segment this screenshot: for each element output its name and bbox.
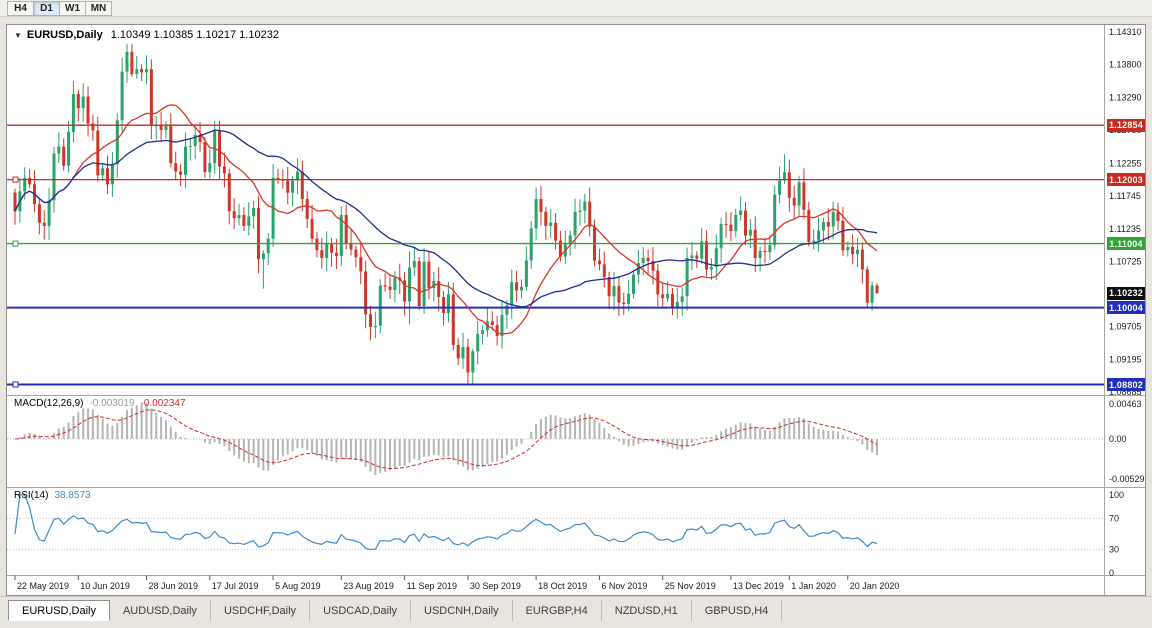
- timeframe-button-w1[interactable]: W1: [59, 0, 86, 16]
- chart-frame: 1.14310 1.13800 1.13290 1.12780 1.12255 1.117…: [6, 24, 1146, 596]
- chart-ohlc-values: 1.10349 1.10385 1.10217 1.10232: [110, 29, 279, 41]
- chart-tab-usdcnh-daily[interactable]: USDCNH,Daily: [411, 600, 513, 621]
- macd-name: MACD(12,26,9): [14, 398, 84, 409]
- svg-text:10 Jun 2019: 10 Jun 2019: [80, 581, 130, 591]
- chart-tab-audusd-daily[interactable]: AUDUSD,Daily: [110, 600, 211, 621]
- candles-layer: [13, 43, 879, 386]
- svg-text:28 Jun 2019: 28 Jun 2019: [149, 581, 199, 591]
- chart-tab-usdchf-daily[interactable]: USDCHF,Daily: [211, 600, 311, 621]
- macd-histogram: [14, 403, 878, 475]
- hline-1.11004[interactable]: [7, 240, 1104, 247]
- svg-text:17 Jul 2019: 17 Jul 2019: [212, 581, 259, 591]
- svg-text:100: 100: [1109, 490, 1124, 500]
- svg-text:1.12780: 1.12780: [1109, 125, 1142, 135]
- svg-text:23 Aug 2019: 23 Aug 2019: [343, 581, 394, 591]
- chart-symbol-period: EURUSD,Daily: [26, 29, 103, 41]
- svg-text:1.10725: 1.10725: [1109, 256, 1142, 266]
- price-axis-labels: 1.14310 1.13800 1.13290 1.12780 1.12255 1.117…: [1109, 27, 1142, 397]
- macd-signal-line: [14, 409, 878, 470]
- svg-text:1 Jan 2020: 1 Jan 2020: [791, 581, 836, 591]
- svg-text:5 Aug 2019: 5 Aug 2019: [275, 581, 321, 591]
- chart-canvas[interactable]: 1.14310 1.13800 1.13290 1.12780 1.12255 1.117…: [7, 25, 1145, 595]
- svg-text:1.14310: 1.14310: [1109, 27, 1142, 37]
- svg-text:0: 0: [1109, 568, 1114, 578]
- rsi-line: [14, 494, 878, 551]
- timeframe-button-d1[interactable]: D1: [33, 0, 60, 16]
- chart-tab-gbpusd-h4[interactable]: GBPUSD,H4: [692, 600, 783, 621]
- svg-text:20 Jan 2020: 20 Jan 2020: [850, 581, 900, 591]
- svg-text:1.09195: 1.09195: [1109, 354, 1142, 364]
- svg-text:-0.00529: -0.00529: [1109, 474, 1145, 484]
- svg-text:1.08685: 1.08685: [1109, 387, 1142, 397]
- svg-text:1.13290: 1.13290: [1109, 92, 1142, 102]
- svg-text:0.00: 0.00: [1109, 434, 1127, 444]
- chart-tab-bar: EURUSD,Daily AUDUSD,Daily USDCHF,Daily USDC…: [0, 596, 1152, 628]
- svg-text:1.11235: 1.11235: [1109, 224, 1141, 234]
- chart-tab-eurusd-daily[interactable]: EURUSD,Daily: [8, 600, 110, 621]
- svg-text:1.12255: 1.12255: [1109, 159, 1142, 169]
- svg-text:6 Nov 2019: 6 Nov 2019: [601, 581, 647, 591]
- svg-text:22 May 2019: 22 May 2019: [17, 581, 69, 591]
- svg-text:11 Sep 2019: 11 Sep 2019: [407, 581, 457, 591]
- chart-tab-eurgbp-h4[interactable]: EURGBP,H4: [513, 600, 602, 621]
- time-axis-labels: 22 May 2019 10 Jun 2019 28 Jun 2019 17 Jul …: [14, 575, 900, 591]
- rsi-axis-labels: 100 70 30 0: [1109, 490, 1124, 578]
- rsi-name: RSI(14): [14, 490, 49, 501]
- svg-text:18 Oct 2019: 18 Oct 2019: [538, 581, 587, 591]
- chart-tab-nzdusd-h1[interactable]: NZDUSD,H1: [602, 600, 692, 621]
- macd-signal-value: -0.002347: [140, 398, 186, 409]
- collapse-caret-icon[interactable]: ▼: [14, 31, 22, 40]
- svg-text:1.13800: 1.13800: [1109, 60, 1142, 70]
- svg-text:30: 30: [1109, 545, 1119, 555]
- svg-text:1.11745: 1.11745: [1109, 191, 1141, 201]
- rsi-value: 38.8573: [54, 490, 91, 501]
- hline-1.12003[interactable]: [7, 176, 1104, 183]
- svg-text:0.00463: 0.00463: [1109, 399, 1142, 409]
- timeframe-button-mn[interactable]: MN: [85, 0, 112, 16]
- macd-axis-labels: 0.00463 0.00 -0.00529: [1109, 399, 1145, 484]
- svg-text:1.09705: 1.09705: [1109, 322, 1142, 332]
- rsi-indicator-label: RSI(14) 38.8573: [14, 490, 91, 501]
- hline-1.08802[interactable]: [7, 381, 1104, 388]
- timeframe-toolbar: H4 D1 W1 MN: [0, 0, 1152, 17]
- svg-text:25 Nov 2019: 25 Nov 2019: [665, 581, 716, 591]
- svg-text:30 Sep 2019: 30 Sep 2019: [470, 581, 521, 591]
- chart-title: ▼ EURUSD,Daily 1.10349 1.10385 1.10217 1.1…: [14, 29, 279, 41]
- svg-text:70: 70: [1109, 513, 1119, 523]
- svg-text:13 Dec 2019: 13 Dec 2019: [733, 581, 784, 591]
- moving-average-line-13: [14, 104, 878, 335]
- timeframe-button-h4[interactable]: H4: [7, 0, 34, 16]
- chart-tab-usdcad-daily[interactable]: USDCAD,Daily: [310, 600, 412, 621]
- svg-text:1.10215: 1.10215: [1109, 289, 1142, 299]
- moving-average-line-34: [14, 129, 878, 308]
- macd-indicator-label: MACD(12,26,9) -0.003019 -0.002347: [14, 398, 186, 409]
- macd-main-value: -0.003019: [89, 398, 135, 409]
